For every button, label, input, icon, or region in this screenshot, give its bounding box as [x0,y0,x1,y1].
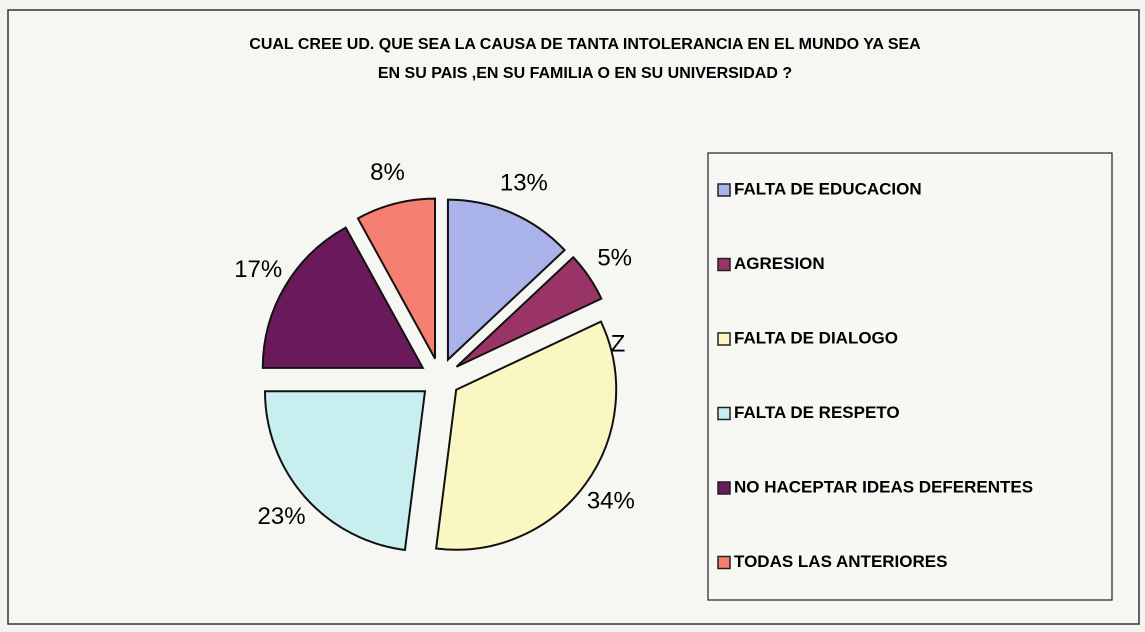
data-label: 8% [370,159,405,186]
legend-box [707,152,1113,601]
data-label: 34% [587,487,635,514]
legend-marker [717,481,731,495]
chart-title: EN SU PAIS ,EN SU FAMILIA O EN SU UNIVER… [378,65,792,82]
pie-slice [435,320,618,551]
data-label: 13% [500,170,548,197]
legend-marker [717,555,731,570]
pie-slice [261,226,425,369]
pie-slice [446,198,566,362]
legend-marker [717,332,731,346]
data-label: 17% [234,256,282,283]
data-label: 5% [597,245,632,272]
pie-slice [356,197,437,360]
legend-label: AGRESION [734,254,825,273]
legend-label: FALTA DE DIALOGO [734,328,898,347]
chart-title: CUAL CREE UD. QUE SEA LA CAUSA DE TANTA … [249,36,921,53]
annotation: Z [611,330,626,357]
legend-label: TODAS LAS ANTERIORES [734,552,947,571]
legend-marker [717,257,731,272]
legend-label: FALTA DE RESPETO [734,403,900,422]
legend-marker [717,406,731,421]
legend-label: FALTA DE EDUCACION [734,179,922,198]
data-label: 23% [258,503,306,530]
legend-label: NO HACEPTAR IDEAS DEFERENTES [734,477,1033,496]
legend-marker [717,183,731,197]
pie-slice [263,390,427,552]
pie-slice [455,255,603,368]
